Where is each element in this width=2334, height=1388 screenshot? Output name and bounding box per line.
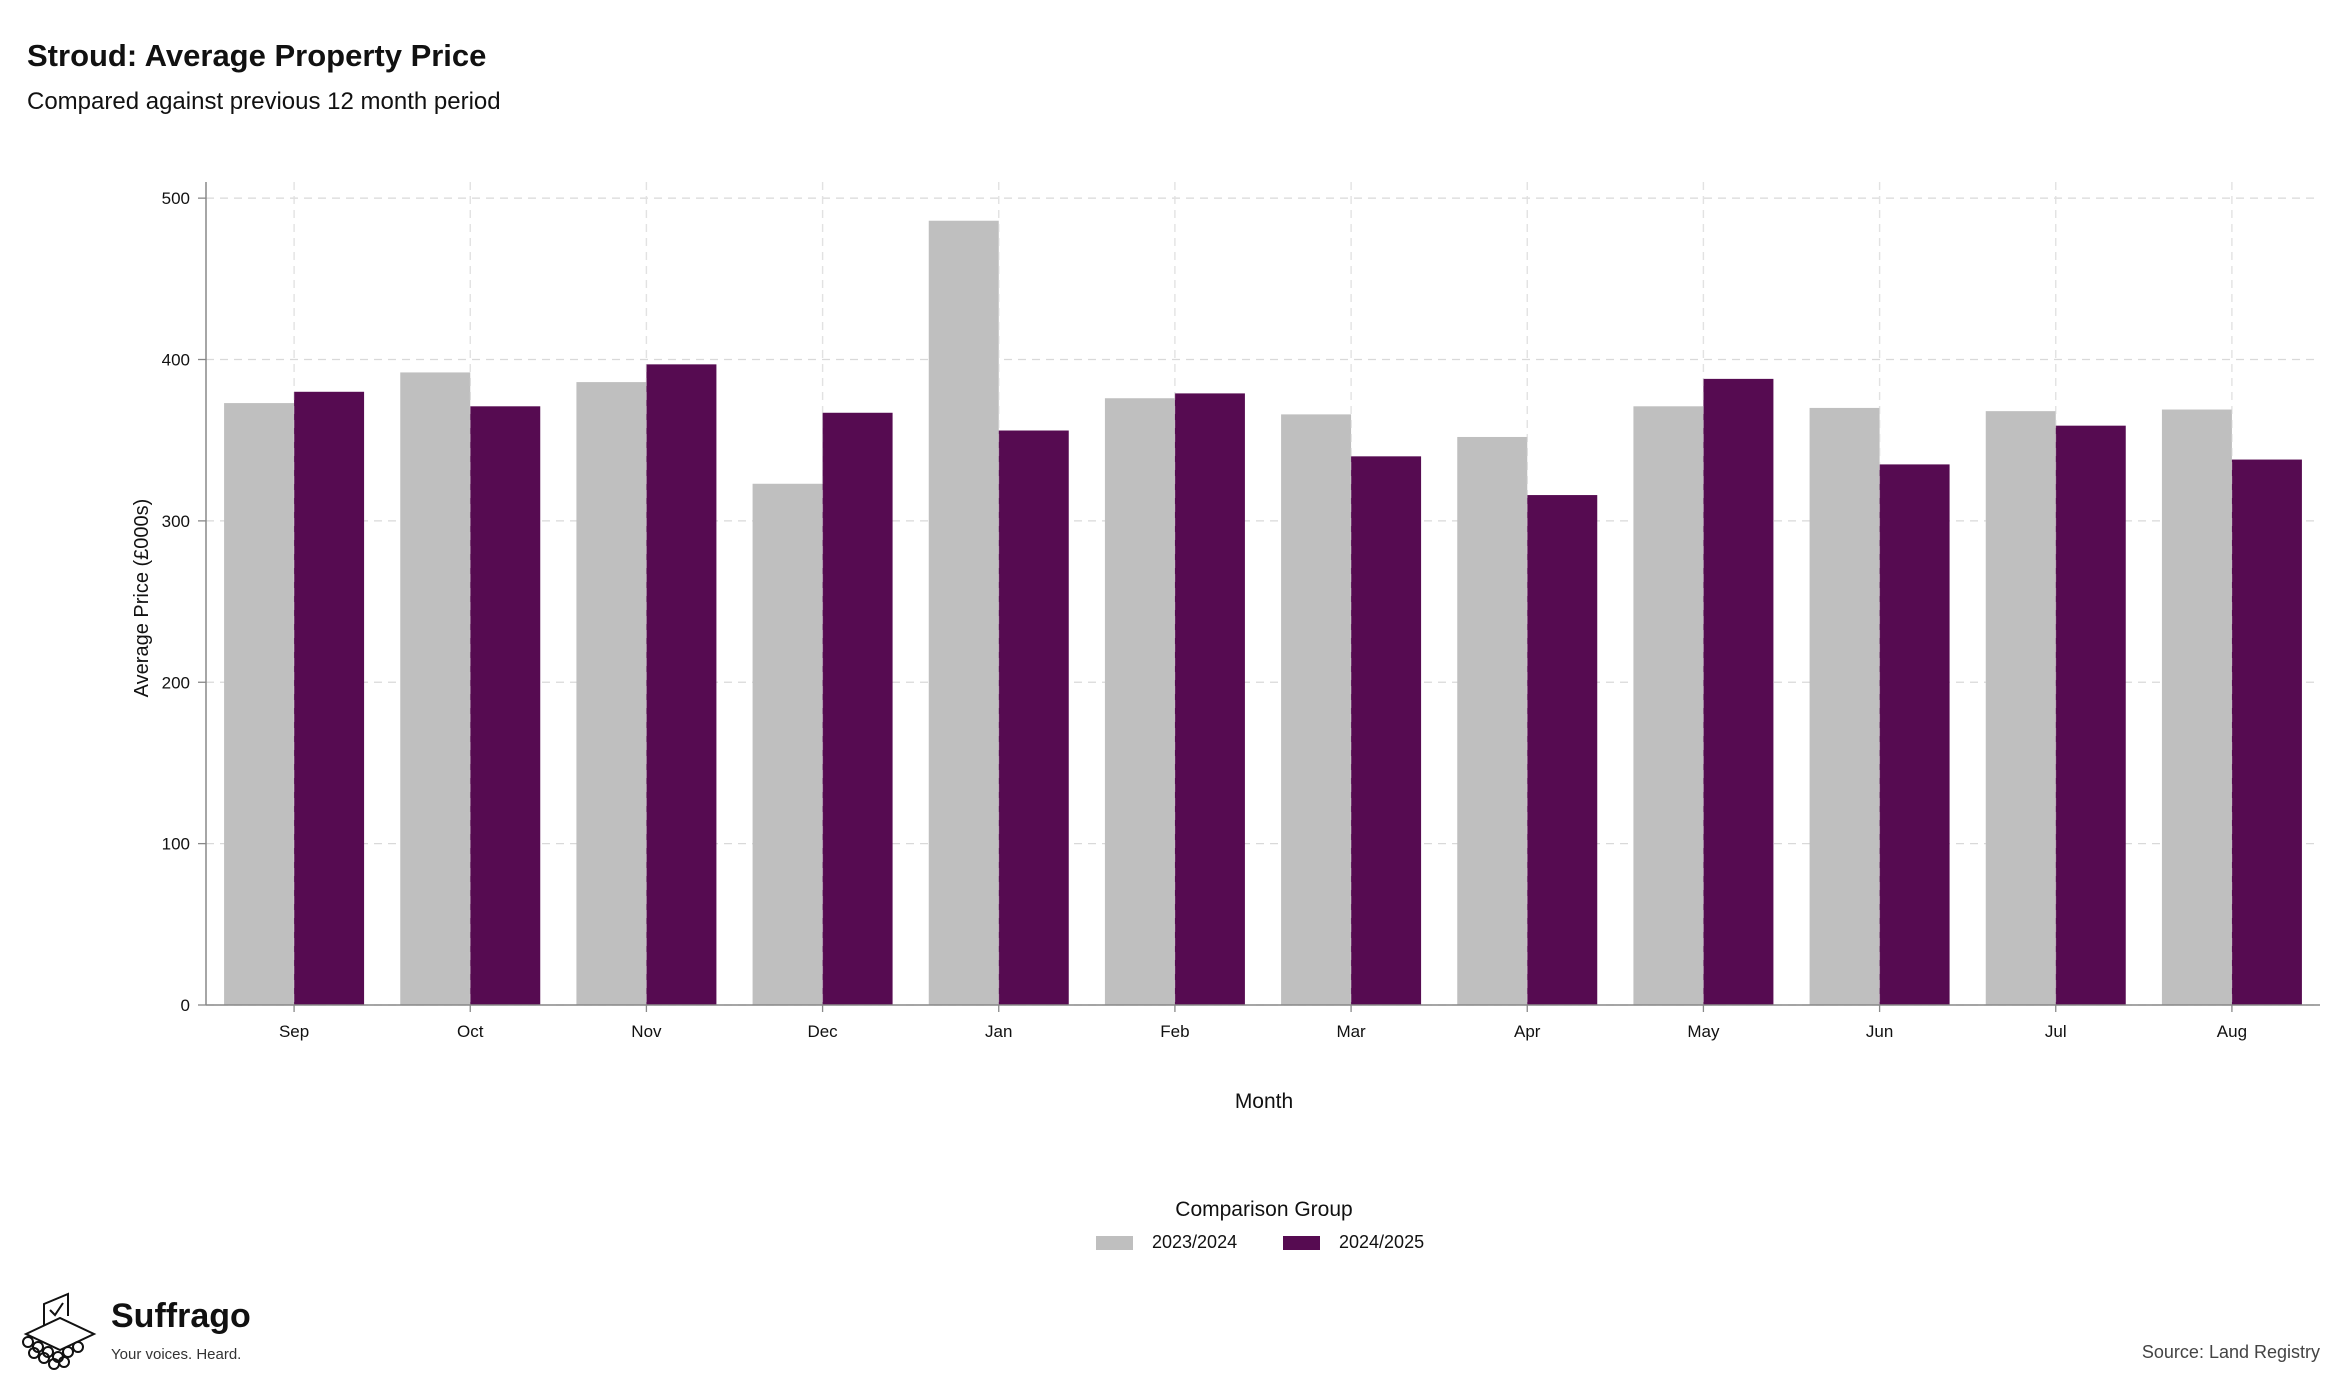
x-tick-label-jul: Jul (2045, 1022, 2067, 1041)
bar-2023-2024-jun (1809, 407, 1880, 1005)
x-axis-label: Month (1235, 1090, 1293, 1113)
bar-2023-2024-oct (400, 372, 471, 1005)
legend-item-2023-2024: 2023/2024 (1096, 1232, 1237, 1253)
bar-2023-2024-jul (1985, 411, 2056, 1005)
bar-2024-2025-dec (822, 412, 893, 1005)
y-axis-label: Average Price (£000s) (131, 499, 153, 698)
bar-2023-2024-feb (1104, 398, 1175, 1005)
bar-2024-2025-oct (470, 406, 541, 1005)
x-tick-label-aug: Aug (2217, 1022, 2247, 1041)
bar-2024-2025-may (1703, 378, 1774, 1005)
x-tick-label-jun: Jun (1866, 1022, 1893, 1041)
bar-2023-2024-may (1633, 406, 1704, 1005)
bar-2023-2024-apr (1457, 436, 1528, 1005)
x-tick-label-apr: Apr (1514, 1022, 1541, 1041)
y-tick-label: 100 (162, 835, 190, 854)
legend-item-2024-2025: 2024/2025 (1283, 1232, 1424, 1253)
chart-title: Stroud: Average Property Price (27, 38, 487, 73)
x-tick-label-jan: Jan (985, 1022, 1012, 1041)
bar-2023-2024-mar (1281, 414, 1352, 1005)
source-note: Source: Land Registry (2141, 1342, 2320, 1362)
y-tick-label: 300 (162, 512, 190, 531)
bar-2024-2025-sep (294, 391, 365, 1005)
bar-2024-2025-jan (998, 430, 1069, 1005)
bar-2023-2024-sep (224, 403, 295, 1005)
bar-2023-2024-jan (928, 220, 999, 1005)
x-tick-label-oct: Oct (457, 1022, 484, 1041)
legend-label-2024-2025: 2024/2025 (1339, 1232, 1425, 1252)
legend-title: Comparison Group (1175, 1198, 1353, 1221)
chart-subtitle: Compared against previous 12 month perio… (27, 88, 501, 115)
bar-chart: 0 100 200 300 400 500 Sep Oct Nov Dec Jan Feb Mar Apr… (131, 182, 2320, 1113)
bar-2024-2025-jul (2055, 425, 2126, 1005)
x-tick-label-may: May (1687, 1022, 1720, 1041)
x-tick-label-sep: Sep (279, 1022, 309, 1041)
brand-tagline: Your voices. Heard. (111, 1346, 242, 1363)
legend-swatch-2023-2024 (1096, 1235, 1133, 1250)
bar-2024-2025-feb (1174, 393, 1245, 1005)
bar-2023-2024-nov (576, 382, 647, 1006)
x-tick-label-mar: Mar (1336, 1022, 1366, 1041)
y-tick-label: 500 (162, 189, 190, 208)
bar-2024-2025-apr (1527, 495, 1598, 1005)
y-tick-label: 400 (162, 351, 190, 370)
y-tick-label: 200 (162, 673, 190, 692)
bar-2023-2024-aug (2161, 409, 2232, 1006)
y-tick-label: 0 (181, 996, 190, 1015)
bar-2024-2025-jun (1879, 464, 1950, 1005)
legend-swatch-2024-2025 (1283, 1235, 1320, 1250)
bar-2024-2025-aug (2231, 459, 2302, 1005)
brand-name: Suffrago (111, 1297, 251, 1335)
bar-2023-2024-dec (752, 483, 823, 1005)
x-tick-label-feb: Feb (1160, 1022, 1189, 1041)
bar-2024-2025-nov (646, 364, 717, 1006)
ballot-box-logo-icon (22, 1292, 97, 1370)
legend-label-2023-2024: 2023/2024 (1152, 1232, 1238, 1252)
x-tick-label-dec: Dec (807, 1022, 838, 1041)
x-tick-label-nov: Nov (631, 1022, 662, 1041)
bar-2024-2025-mar (1351, 456, 1422, 1005)
